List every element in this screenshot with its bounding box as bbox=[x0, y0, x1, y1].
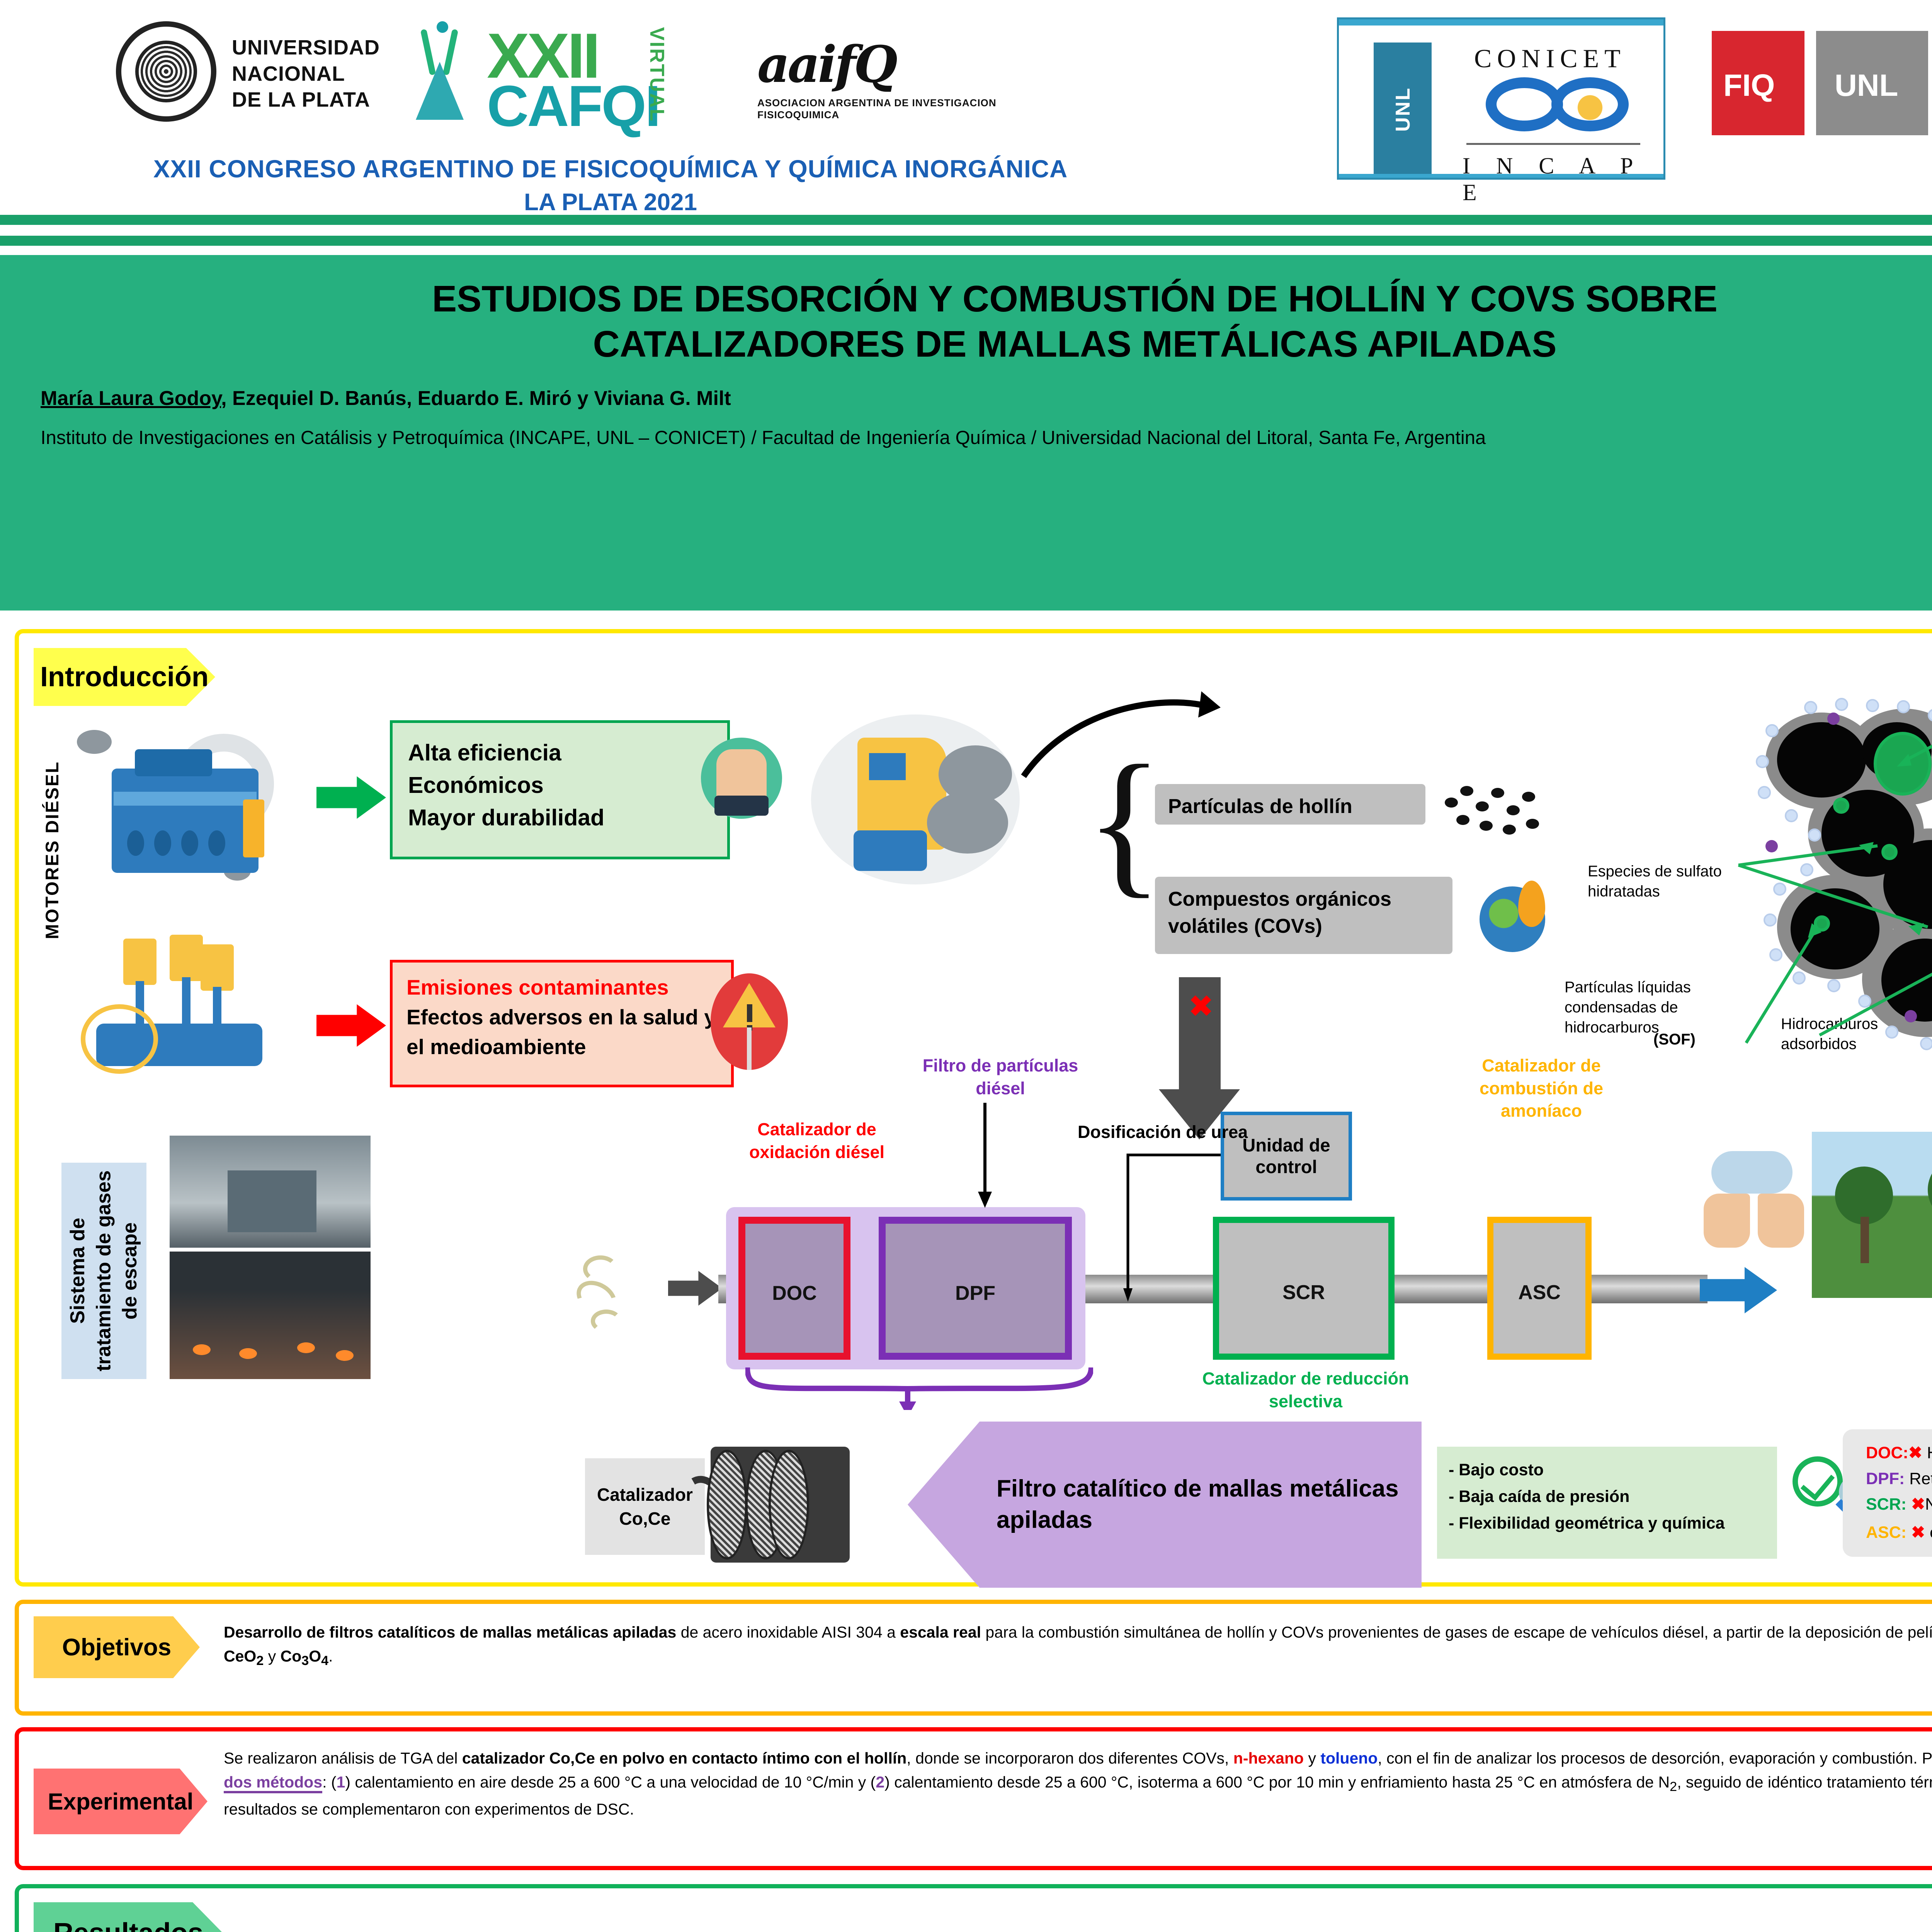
legend-row-dpf: DPF: Retiene y ✖ el hollín bbox=[1866, 1469, 1932, 1488]
poster-header: UNIVERSIDAD NACIONAL DE LA PLATA XXII CA… bbox=[0, 0, 1932, 246]
title-line-2: CATALIZADORES DE MALLAS METÁLICAS APILAD… bbox=[593, 323, 1557, 365]
unl-logo: UNL bbox=[1816, 31, 1928, 135]
module-legend-box: DOC:✖ HC, CO y parte del MP DPF: Retiene… bbox=[1843, 1429, 1932, 1557]
dpf-arrow bbox=[978, 1103, 992, 1208]
title-line-1: ESTUDIOS DE DESORCIÓN Y COMBUSTIÓN DE HO… bbox=[432, 278, 1718, 320]
caption-urea: Dosificación de urea bbox=[1078, 1122, 1248, 1142]
objetivos-text: Desarrollo de filtros catalíticos de mal… bbox=[224, 1623, 1932, 1668]
benefit-line-1: Alta eficiencia bbox=[408, 740, 561, 765]
affiliation: Instituto de Investigaciones en Catálisi… bbox=[41, 427, 1486, 449]
filtro-catalitico-chevron: Filtro catalítico de mallas metálicas ap… bbox=[908, 1422, 1422, 1588]
pistons-icon bbox=[73, 927, 313, 1082]
nature-photo bbox=[1812, 1132, 1932, 1298]
emissions-title: Emisiones contaminantes bbox=[406, 975, 669, 999]
experimental-text: Se realizaron análisis de TGA del catali… bbox=[224, 1749, 1932, 1818]
section-tag-objetivos: Objetivos bbox=[34, 1616, 200, 1678]
legend-row-scr: SCR: ✖NOx bbox=[1866, 1495, 1932, 1514]
motores-diesel-label: MOTORES DIÉSEL bbox=[42, 761, 62, 939]
filter-benefits-box: - Bajo costo - Baja caída de presión - F… bbox=[1437, 1447, 1777, 1559]
cafqi-roman: XXII bbox=[487, 20, 600, 91]
benefits-box: Alta eficiencia Económicos Mayor durabil… bbox=[390, 720, 730, 859]
diesel-engine-icon bbox=[77, 726, 293, 900]
exhaust-swirl-icon bbox=[570, 1252, 664, 1333]
filter-benefit-1: - Bajo costo bbox=[1449, 1461, 1544, 1479]
sistema-escape-label: Sistema de tratamiento de gases de escap… bbox=[61, 1163, 146, 1379]
congress-title: XXII CONGRESO ARGENTINO DE FISICOQUÍMICA… bbox=[153, 155, 1068, 183]
highway-photo-1 bbox=[170, 1136, 371, 1248]
catalizador-coce-box: Catalizador Co,Ce bbox=[585, 1458, 705, 1555]
unidad-control-box: Unidad de control bbox=[1221, 1112, 1352, 1201]
cafqi-name: CAFQI bbox=[487, 73, 661, 138]
stacked-mesh-filter-icon bbox=[707, 1447, 850, 1563]
arrow-to-emissions-icon bbox=[316, 1004, 386, 1047]
section-tag-experimental: Experimental bbox=[34, 1769, 207, 1834]
section-objetivos: Objetivos Desarrollo de filtros catalíti… bbox=[15, 1600, 1932, 1716]
section-tag-resultados: Resultados bbox=[34, 1902, 223, 1932]
soot-particles-box: Partículas de hollín bbox=[1155, 784, 1425, 825]
module-asc: ASC bbox=[1487, 1217, 1592, 1360]
conicet-infinity-icon bbox=[1486, 77, 1648, 131]
highway-photo-2 bbox=[170, 1252, 371, 1379]
page-title: ESTUDIOS DE DESORCIÓN Y COMBUSTIÓN DE HO… bbox=[0, 255, 1932, 367]
section-experimental: Experimental Se realizaron análisis de T… bbox=[15, 1727, 1932, 1870]
title-band: ESTUDIOS DE DESORCIÓN Y COMBUSTIÓN DE HO… bbox=[0, 255, 1932, 611]
unlp-logo-text: UNIVERSIDAD NACIONAL DE LA PLATA bbox=[232, 36, 380, 111]
unlp-seal-icon bbox=[116, 21, 216, 122]
doc-dpf-brace bbox=[745, 1367, 1093, 1410]
presenting-author: María Laura Godoy bbox=[41, 387, 221, 410]
curved-arrow-icon bbox=[1021, 691, 1221, 778]
label-sulfato: Especies de sulfato hidratadas bbox=[1588, 863, 1722, 900]
truck-smoke-icon bbox=[811, 703, 1027, 904]
caption-dpf: Filtro de partículas diésel bbox=[922, 1056, 1078, 1098]
flask-icon bbox=[402, 19, 479, 128]
aaifq-subtitle: ASOCIACION ARGENTINA DE INVESTIGACION FI… bbox=[757, 97, 997, 121]
congress-location: LA PLATA 2021 bbox=[524, 189, 697, 216]
vocs-box: Compuestos orgánicos volátiles (COVs) bbox=[1155, 877, 1452, 954]
caption-scr: Catalizador de reducción selectiva bbox=[1202, 1369, 1409, 1411]
header-rule-top bbox=[0, 215, 1932, 225]
coauthors: , Ezequiel D. Banús, Eduardo E. Miró y V… bbox=[221, 387, 731, 410]
conicet-text: CONICET bbox=[1474, 44, 1626, 73]
cafqi-virtual: VIRTUAL bbox=[646, 27, 668, 122]
emission-brace-icon: { bbox=[1085, 732, 1163, 912]
section-resultados: Resultados Método 1 Método 2 n-hexano } … bbox=[15, 1884, 1932, 1932]
section-tag-introduccion: Introducción bbox=[34, 648, 215, 706]
benefit-line-2: Económicos bbox=[408, 772, 544, 798]
module-doc: DOC bbox=[738, 1217, 850, 1360]
clean-air-hands-icon bbox=[1696, 1143, 1812, 1255]
section-introduccion: Introducción MOTORES DIÉSEL Alta eficien… bbox=[15, 629, 1932, 1588]
incape-name: I N C A P E bbox=[1463, 153, 1643, 205]
aaifq-logo: aaifQ ASOCIACION ARGENTINA DE INVESTIGAC… bbox=[757, 35, 1028, 121]
label-particulas-liquidas: Partículas líquidas condensadas de hidro… bbox=[1565, 979, 1691, 1036]
label-sof: (SOF) bbox=[1653, 1031, 1696, 1048]
soot-icon bbox=[1445, 782, 1549, 840]
emissions-body: Efectos adversos en la salud y el medioa… bbox=[406, 1005, 716, 1059]
incape-logo: UNL CONICET I N C A P E bbox=[1337, 17, 1665, 205]
benefit-line-3: Mayor durabilidad bbox=[408, 804, 605, 830]
control-wires bbox=[1123, 1153, 1221, 1302]
incape-unl-box: UNL bbox=[1374, 43, 1432, 174]
arrow-to-benefits-icon bbox=[316, 776, 386, 819]
header-rule-bottom bbox=[0, 236, 1932, 246]
inlet-arrow-icon bbox=[668, 1271, 722, 1306]
authors-line: María Laura Godoy, Ezequiel D. Banús, Ed… bbox=[0, 387, 1932, 410]
filter-benefit-2: - Baja caída de presión bbox=[1449, 1487, 1630, 1506]
emissions-box: Emisiones contaminantes Efectos adversos… bbox=[390, 960, 734, 1087]
caption-doc: Catalizador de oxidación diésel bbox=[749, 1119, 885, 1162]
filter-benefit-3: - Flexibilidad geométrica y química bbox=[1449, 1514, 1725, 1532]
legend-row-asc: ASC: ✖ exceso de NH3 bbox=[1866, 1523, 1932, 1542]
legend-row-doc: DOC:✖ HC, CO y parte del MP bbox=[1866, 1444, 1932, 1462]
aaifq-name: aaifQ bbox=[757, 35, 898, 94]
cafqi-logo: XXII CAFQI VIRTUAL bbox=[398, 15, 726, 138]
fiq-logo: FIQ bbox=[1712, 31, 1804, 135]
caption-asc: Catalizador de combustión de amoníaco bbox=[1479, 1056, 1603, 1121]
module-scr: SCR bbox=[1213, 1217, 1395, 1360]
module-dpf: DPF bbox=[879, 1217, 1072, 1360]
particle-leader-lines bbox=[1738, 744, 1932, 1044]
outlet-arrow-icon bbox=[1700, 1267, 1777, 1313]
